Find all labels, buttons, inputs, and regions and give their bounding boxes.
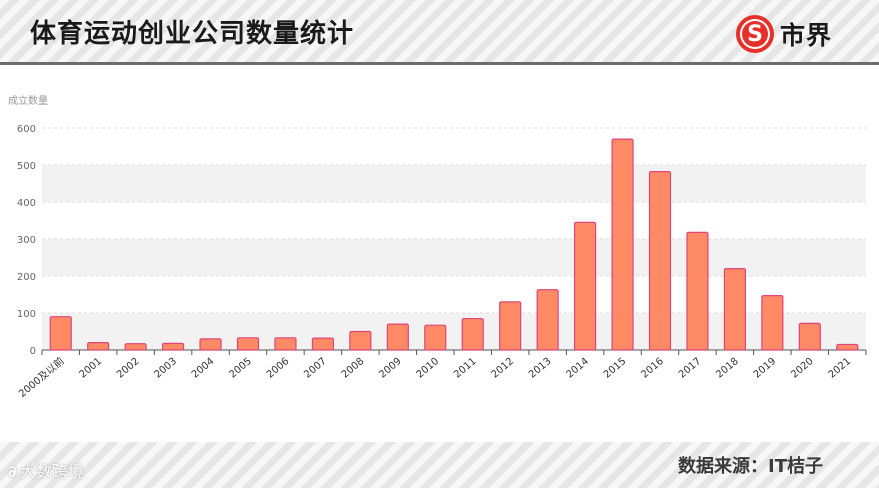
x-tick-label: 2019	[752, 356, 779, 381]
x-tick-label: 2011	[452, 356, 479, 381]
bar	[386, 323, 409, 351]
bar	[87, 342, 110, 351]
x-tick-label: 2010	[415, 356, 442, 381]
x-tick-label: 2002	[115, 356, 142, 381]
footer-banner: ∂ 大数跨境 数据来源：IT桔子	[0, 442, 879, 488]
y-tick-label: 0	[30, 346, 36, 357]
x-tick-label: 2016	[639, 356, 666, 381]
header-banner: 体育运动创业公司数量统计 S 市界	[0, 0, 879, 65]
y-tick-label: 600	[17, 124, 36, 135]
watermark-icon: ∂	[8, 462, 17, 481]
x-tick-label: 2021	[827, 356, 854, 381]
brand-logo-text: 市界	[780, 21, 833, 50]
x-tick-label: 2007	[302, 356, 329, 381]
watermark-text: 大数跨境	[19, 462, 84, 481]
bar-chart: 0 100 200 300 400 500 600 成立数量 2000及以前 2001 2002 20…	[8, 94, 867, 400]
x-tick-label: 2014	[564, 356, 591, 381]
bar	[499, 301, 522, 351]
bar	[124, 343, 147, 351]
bar	[836, 343, 859, 351]
watermark: ∂ 大数跨境	[8, 458, 84, 482]
bar	[424, 324, 447, 351]
x-tick-label: 2018	[714, 356, 741, 381]
x-tick-label: 2008	[340, 356, 367, 381]
x-tick-label: 2004	[190, 356, 217, 381]
x-tick-label: 2001	[78, 356, 105, 381]
bar	[536, 289, 559, 351]
bar	[162, 342, 185, 351]
y-tick-label: 200	[17, 272, 36, 283]
bar	[686, 231, 709, 351]
bar	[349, 330, 372, 351]
brand-logo-icon: S	[736, 15, 774, 53]
bar	[761, 295, 784, 351]
bar	[461, 317, 484, 351]
y-tick-label: 300	[17, 235, 36, 246]
bar	[798, 322, 821, 351]
x-tick-label: 2015	[602, 356, 629, 381]
x-tick-label: 2009	[377, 356, 404, 381]
bar	[199, 338, 222, 351]
grid-band	[42, 165, 866, 202]
y-tick-label: 400	[17, 198, 36, 209]
bar	[274, 337, 297, 351]
y-tick-label: 500	[17, 161, 36, 172]
brand-logo: S 市界	[736, 14, 832, 54]
bar	[311, 337, 334, 351]
x-tick-label: 2012	[490, 356, 517, 381]
bar	[611, 138, 634, 351]
bar	[723, 268, 746, 351]
x-tick-label: 2003	[152, 356, 179, 381]
page-title: 体育运动创业公司数量统计	[30, 19, 355, 49]
x-tick-label: 2005	[227, 356, 254, 381]
x-tick-label: 2013	[527, 356, 554, 381]
bar	[574, 221, 597, 351]
bar	[236, 337, 260, 351]
x-tick-label: 2017	[677, 356, 704, 381]
y-tick-label: 100	[17, 309, 36, 320]
bar	[648, 171, 672, 351]
x-tick-label: 2000及以前	[16, 354, 67, 400]
bar	[49, 316, 72, 351]
x-tick-label: 2006	[265, 356, 292, 381]
x-tick-label: 2020	[789, 356, 816, 381]
y-axis-title: 成立数量	[8, 94, 48, 107]
data-source-label: 数据来源：IT桔子	[678, 456, 823, 477]
